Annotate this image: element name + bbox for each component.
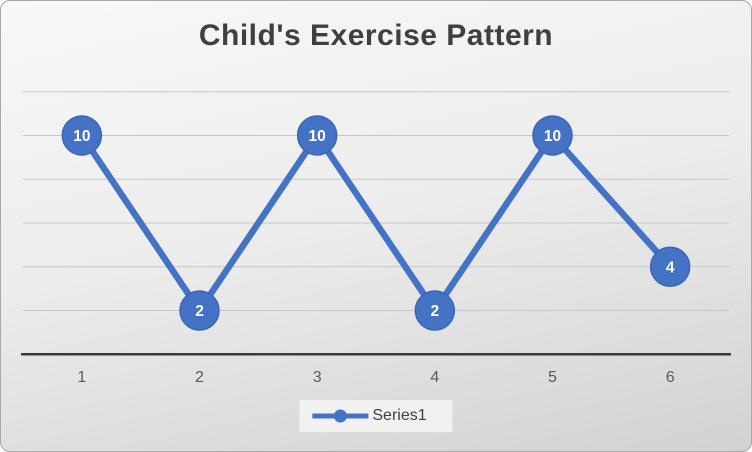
chart-legend: Series1 — [299, 400, 453, 432]
data-point-marker — [532, 115, 573, 156]
data-point-label: 2 — [195, 303, 204, 320]
data-point-marker — [414, 290, 456, 331]
data-point-marker — [296, 115, 338, 156]
data-point-label: 2 — [431, 303, 440, 320]
data-point-label: 10 — [309, 128, 326, 145]
chart-title: Child's Exercise Pattern — [198, 19, 554, 52]
legend-series-label: Series1 — [372, 407, 427, 424]
data-point-label: 10 — [73, 128, 90, 145]
data-point-marker — [649, 246, 691, 288]
x-tick-label: 6 — [666, 369, 675, 386]
x-tick-label: 4 — [430, 369, 439, 386]
x-tick-label: 1 — [77, 369, 86, 386]
data-point-marker — [179, 290, 220, 331]
data-point-marker — [61, 115, 103, 156]
x-tick-label: 5 — [548, 369, 557, 386]
data-point-label: 4 — [666, 259, 675, 276]
legend-line-marker-icon — [312, 409, 369, 423]
series-line — [78, 132, 674, 314]
data-point-label: 10 — [544, 128, 561, 145]
legend-marker-icon — [333, 409, 347, 423]
x-tick-label: 3 — [313, 369, 322, 386]
x-tick-label: 2 — [195, 369, 204, 386]
